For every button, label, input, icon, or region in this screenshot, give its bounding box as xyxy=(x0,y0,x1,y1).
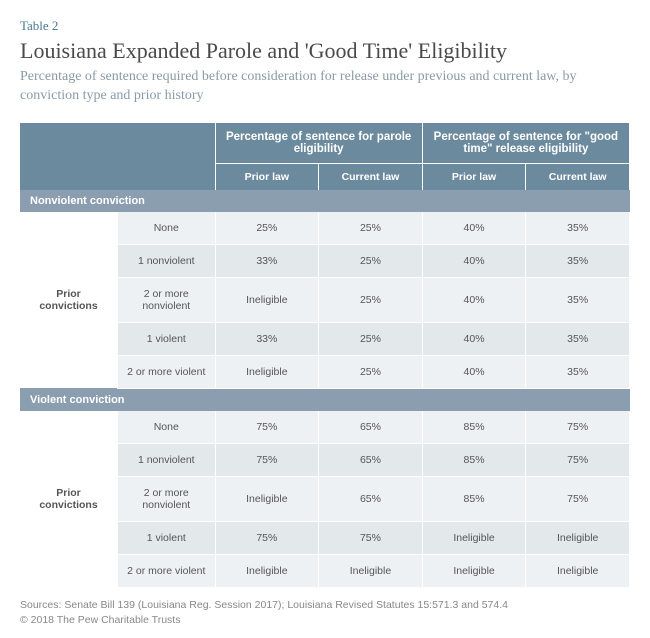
cell-label: 2 or more nonviolent xyxy=(118,277,216,322)
copyright-text: © 2018 The Pew Charitable Trusts xyxy=(20,614,630,626)
cell-value: 35% xyxy=(526,212,630,245)
cell-value: Ineligible xyxy=(215,355,319,388)
subtitle: Percentage of sentence required before c… xyxy=(20,68,630,104)
cell-value: 40% xyxy=(422,244,526,277)
section-nonviolent-label: Nonviolent conviction xyxy=(20,190,630,212)
cell-label: None xyxy=(118,212,216,245)
header-parole: Percentage of sentence for parole eligib… xyxy=(215,123,422,164)
row-group-label: Prior convictions xyxy=(20,411,118,588)
header-goodtime: Percentage of sentence for "good time" r… xyxy=(422,123,629,164)
table-row: Prior convictions None 75% 65% 85% 75% xyxy=(20,411,630,444)
header-goodtime-prior: Prior law xyxy=(422,163,526,190)
cell-value: 25% xyxy=(319,277,423,322)
cell-value: 25% xyxy=(319,355,423,388)
cell-value: 25% xyxy=(215,212,319,245)
page-title: Louisiana Expanded Parole and 'Good Time… xyxy=(20,38,630,64)
cell-value: 33% xyxy=(215,244,319,277)
cell-value: 75% xyxy=(215,521,319,554)
cell-value: 25% xyxy=(319,322,423,355)
sources-text: Sources: Senate Bill 139 (Louisiana Reg.… xyxy=(20,598,630,613)
cell-value: 35% xyxy=(526,355,630,388)
cell-label: 1 violent xyxy=(118,322,216,355)
section-nonviolent: Nonviolent conviction xyxy=(20,190,630,212)
section-violent-label: Violent conviction xyxy=(20,388,630,411)
cell-value: 75% xyxy=(215,443,319,476)
header-empty xyxy=(20,123,215,164)
table-row: Prior convictions None 25% 25% 40% 35% xyxy=(20,212,630,245)
cell-label: None xyxy=(118,411,216,444)
cell-label: 1 nonviolent xyxy=(118,443,216,476)
cell-value: 25% xyxy=(319,244,423,277)
cell-value: 25% xyxy=(319,212,423,245)
header-goodtime-current: Current law xyxy=(526,163,630,190)
cell-value: 33% xyxy=(215,322,319,355)
cell-label: 1 nonviolent xyxy=(118,244,216,277)
cell-value: 75% xyxy=(526,443,630,476)
cell-value: 35% xyxy=(526,277,630,322)
cell-value: 75% xyxy=(215,411,319,444)
table-label: Table 2 xyxy=(20,18,630,34)
cell-value: Ineligible xyxy=(319,554,423,587)
cell-value: 40% xyxy=(422,322,526,355)
cell-value: 75% xyxy=(526,411,630,444)
cell-value: 40% xyxy=(422,277,526,322)
header-parole-current: Current law xyxy=(319,163,423,190)
cell-value: 75% xyxy=(319,521,423,554)
header-row-sub: Prior law Current law Prior law Current … xyxy=(20,163,630,190)
cell-label: 1 violent xyxy=(118,521,216,554)
cell-value: 75% xyxy=(526,476,630,521)
cell-value: Ineligible xyxy=(526,521,630,554)
cell-value: 85% xyxy=(422,443,526,476)
cell-value: 85% xyxy=(422,411,526,444)
cell-value: 85% xyxy=(422,476,526,521)
cell-value: Ineligible xyxy=(526,554,630,587)
header-row-groups: Percentage of sentence for parole eligib… xyxy=(20,123,630,164)
cell-label: 2 or more nonviolent xyxy=(118,476,216,521)
cell-value: Ineligible xyxy=(422,521,526,554)
cell-value: Ineligible xyxy=(215,476,319,521)
cell-value: 40% xyxy=(422,212,526,245)
header-parole-prior: Prior law xyxy=(215,163,319,190)
section-violent: Violent conviction xyxy=(20,388,630,411)
row-group-label: Prior convictions xyxy=(20,212,118,389)
cell-label: 2 or more violent xyxy=(118,355,216,388)
cell-value: 65% xyxy=(319,411,423,444)
cell-value: 35% xyxy=(526,322,630,355)
cell-value: 35% xyxy=(526,244,630,277)
cell-value: 65% xyxy=(319,443,423,476)
cell-value: Ineligible xyxy=(215,554,319,587)
cell-value: 40% xyxy=(422,355,526,388)
cell-label: 2 or more violent xyxy=(118,554,216,587)
eligibility-table: Percentage of sentence for parole eligib… xyxy=(20,123,630,588)
cell-value: Ineligible xyxy=(422,554,526,587)
cell-value: Ineligible xyxy=(215,277,319,322)
cell-value: 65% xyxy=(319,476,423,521)
header-sub-empty xyxy=(20,163,215,190)
